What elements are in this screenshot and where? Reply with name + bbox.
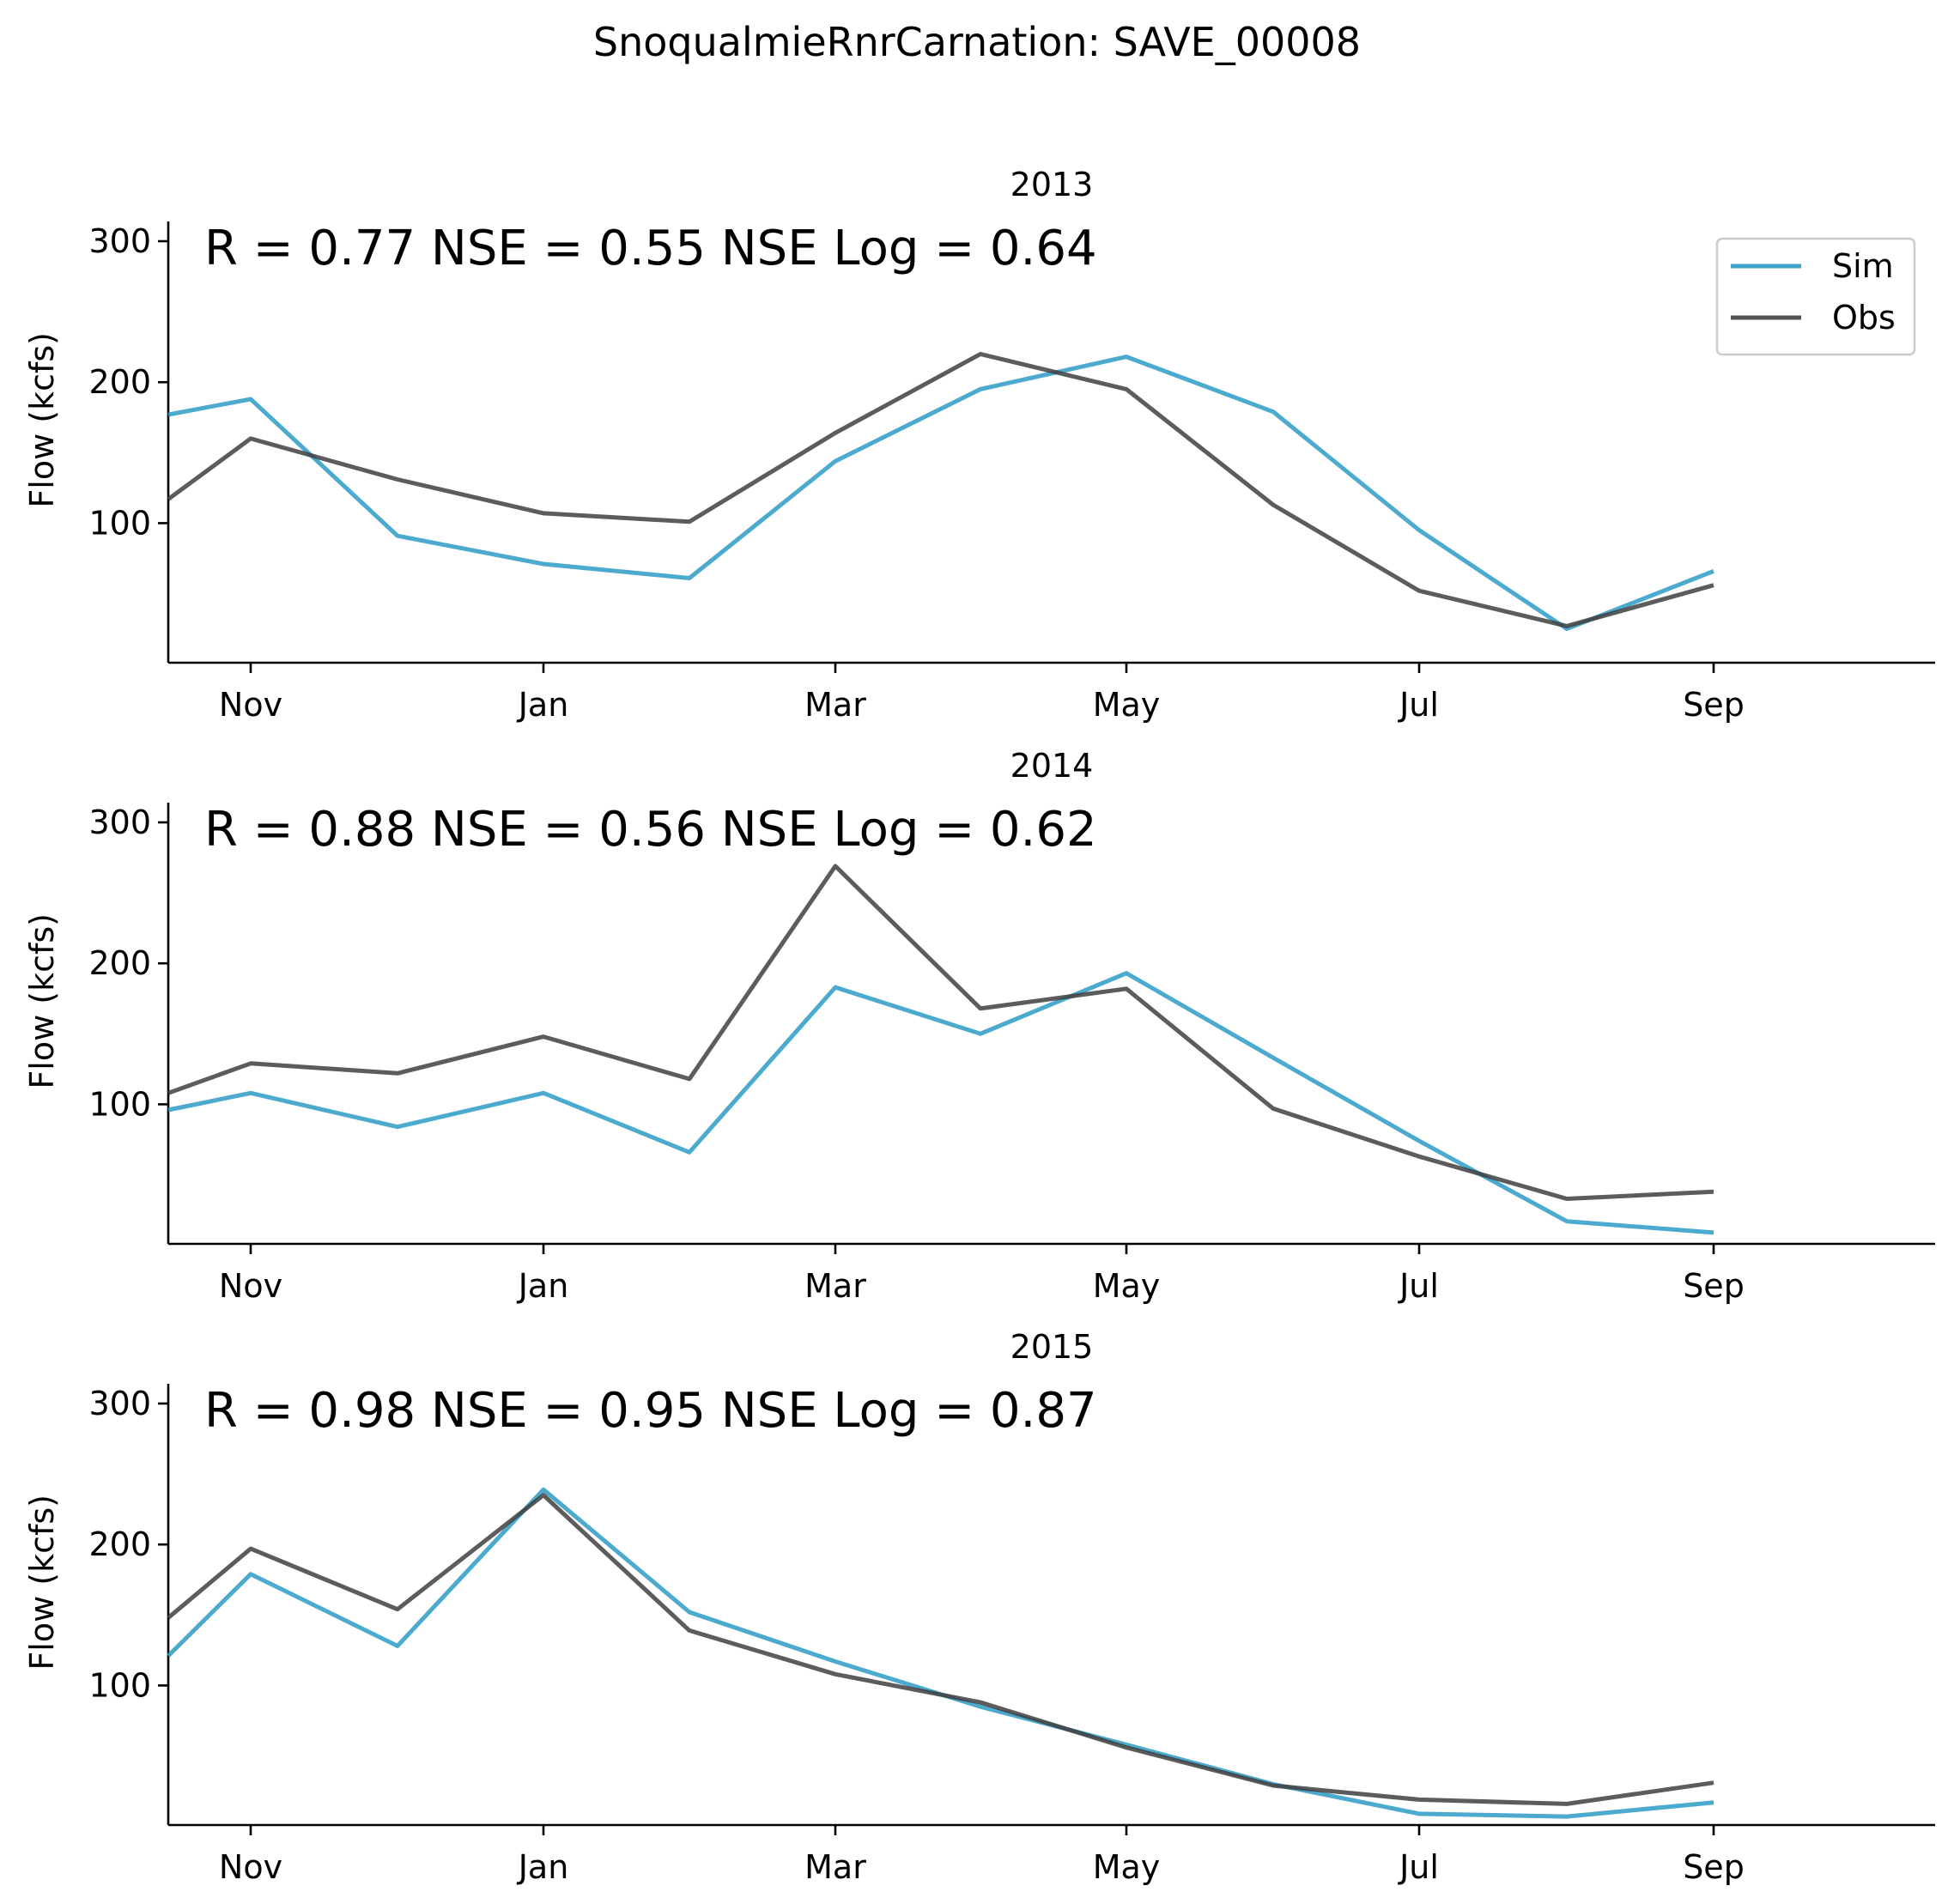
x-tick-label: Jul [1398,1848,1439,1886]
x-tick-label: Nov [219,1267,282,1305]
y-tick-label: 200 [88,944,151,982]
x-tick-label: Nov [219,1848,282,1886]
panel-title: 2013 [1010,166,1094,203]
x-tick-label: Sep [1683,1267,1745,1305]
y-tick-label: 100 [88,1085,151,1123]
stats-annotation: R = 0.77 NSE = 0.55 NSE Log = 0.64 [204,221,1097,276]
series-line-sim [167,1487,1714,1819]
series-line-obs [167,351,1714,628]
y-tick-label: 100 [88,504,151,542]
x-tick-label: Jul [1398,686,1439,724]
x-tick-label: Sep [1683,1848,1745,1886]
panel-1: 2013 100 200 300 Flow (kcfs) Nov Jan Mar May Jul S… [23,166,1935,724]
y-tick-label: 300 [88,1385,151,1422]
x-tick-label: Sep [1683,686,1745,724]
series-line-sim [167,971,1714,1235]
x-tick-label: May [1093,1267,1161,1305]
y-tick-label: 300 [88,803,151,841]
y-tick-label: 200 [88,1525,151,1563]
x-tick-label: Jul [1398,1267,1439,1305]
legend-label-sim: Sim [1832,247,1894,285]
x-tick-label: Mar [804,1848,866,1886]
y-tick-label: 300 [88,222,151,260]
y-axis-label: Flow (kcfs) [23,332,61,508]
stats-annotation: R = 0.98 NSE = 0.95 NSE Log = 0.87 [204,1383,1097,1439]
panel-title: 2015 [1010,1328,1094,1366]
x-tick-label: Nov [219,686,282,724]
series-line-sim [167,355,1714,632]
panel-3: 2015 100 200 300 Flow (kcfs) Nov Jan Mar May Jul S… [23,1328,1935,1886]
y-tick-label: 200 [88,363,151,401]
legend: Sim Obs [1715,237,1916,356]
x-tick-label: Jan [517,686,569,724]
y-tick-label: 100 [88,1666,151,1704]
series-line-obs [167,1493,1714,1806]
x-tick-label: May [1093,1848,1161,1886]
panel-2: 2014 100 200 300 Flow (kcfs) Nov Jan Mar May Jul S… [23,747,1935,1305]
x-tick-label: Jan [517,1267,569,1305]
x-tick-label: Mar [804,1267,866,1305]
x-tick-label: May [1093,686,1161,724]
y-axis-label: Flow (kcfs) [23,913,61,1089]
x-tick-label: Jan [517,1848,569,1886]
stats-annotation: R = 0.88 NSE = 0.56 NSE Log = 0.62 [204,802,1097,858]
y-axis-label: Flow (kcfs) [23,1495,61,1671]
x-tick-label: Mar [804,686,866,724]
panel-title: 2014 [1010,747,1094,785]
legend-label-obs: Obs [1832,299,1896,337]
figure-title: SnoqualmieRnrCarnation: SAVE_00008 [592,19,1362,65]
series-line-obs [167,864,1714,1201]
